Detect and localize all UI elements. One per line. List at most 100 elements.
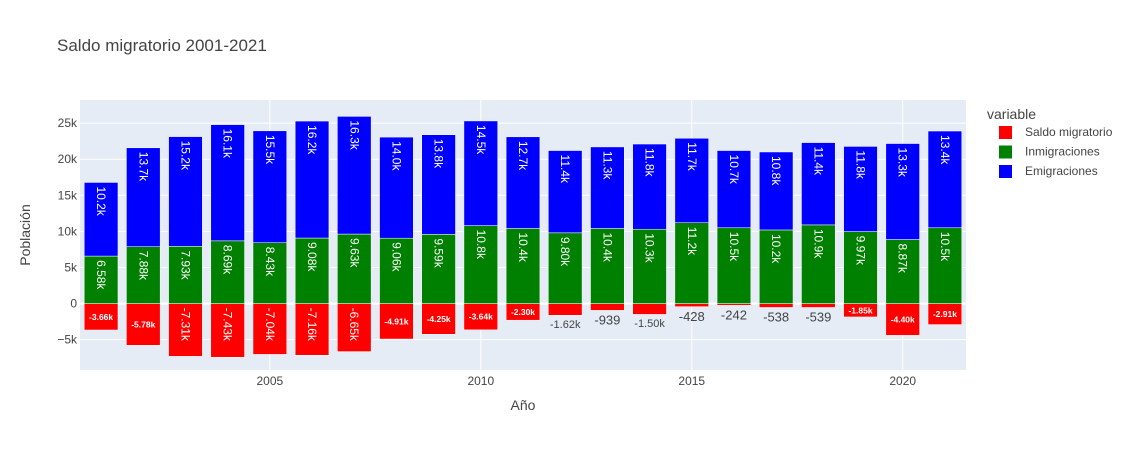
bar-emigraciones-2003[interactable]	[168, 136, 203, 247]
bar-label: 10.2k	[769, 234, 783, 264]
x-tick-label: 2020	[889, 374, 916, 388]
bar-emigraciones-2020[interactable]	[885, 143, 920, 240]
bar-label: 10.5k	[938, 232, 952, 262]
bar-saldo-migratorio-2014[interactable]	[632, 303, 667, 315]
bar-inmigraciones-2018[interactable]	[801, 224, 836, 304]
y-axis-title: Población	[17, 204, 33, 266]
legend[interactable]: Saldo migratorio Inmigraciones Emigracione…	[999, 125, 1113, 178]
bar-emigraciones-2002[interactable]	[126, 147, 161, 247]
bar-inmigraciones-2005[interactable]	[252, 242, 287, 304]
bar-emigraciones-2012[interactable]	[548, 150, 583, 234]
bar-saldo-migratorio-2004[interactable]	[210, 303, 245, 358]
bar-inmigraciones-2015[interactable]	[674, 222, 709, 304]
bar-emigraciones-2007[interactable]	[337, 116, 372, 235]
bar-label: -428	[679, 309, 705, 324]
bar-saldo-migratorio-2015[interactable]	[674, 303, 709, 307]
bar-saldo-migratorio-2003[interactable]	[168, 303, 203, 357]
bar-inmigraciones-2006[interactable]	[294, 237, 330, 304]
bar-inmigraciones-2016[interactable]	[716, 227, 752, 304]
bar-label: -4.91k	[384, 316, 408, 326]
bar-label: 9.97k	[854, 236, 868, 266]
bar-label: 10.2k	[94, 186, 108, 216]
bar-inmigraciones-2007[interactable]	[337, 233, 372, 304]
bar-inmigraciones-2019[interactable]	[843, 231, 878, 304]
bar-saldo-migratorio-2009[interactable]	[421, 303, 456, 335]
bar-emigraciones-2015[interactable]	[674, 138, 709, 223]
bar-label: -6.65k	[347, 308, 361, 342]
y-tick-label: 10k	[58, 224, 78, 238]
bar-emigraciones-2013[interactable]	[590, 146, 625, 229]
bar-emigraciones-2019[interactable]	[843, 146, 878, 232]
bar-label: -1.50k	[634, 318, 665, 330]
bar-label: 13.3k	[896, 148, 910, 178]
bar-saldo-migratorio-2010[interactable]	[463, 303, 498, 331]
bar-inmigraciones-2001[interactable]	[83, 255, 119, 304]
bar-saldo-migratorio-2013[interactable]	[590, 303, 625, 311]
bar-inmigraciones-2008[interactable]	[379, 237, 414, 304]
bar-saldo-migratorio-2018[interactable]	[801, 303, 836, 308]
bar-emigraciones-2001[interactable]	[83, 182, 119, 257]
bar-label: -5.78k	[131, 319, 155, 329]
bar-emigraciones-2010[interactable]	[463, 120, 498, 226]
bar-saldo-migratorio-2012[interactable]	[548, 303, 583, 316]
bar-label: 11.8k	[854, 150, 868, 179]
bar-saldo-migratorio-2001[interactable]	[83, 303, 119, 331]
bar-saldo-migratorio-2005[interactable]	[252, 303, 287, 355]
bar-label: 13.7k	[136, 152, 150, 182]
bar-label: 8.43k	[263, 247, 277, 277]
bar-label: 11.3k	[600, 151, 614, 180]
y-tick-label: 15k	[58, 188, 78, 202]
bar-emigraciones-2005[interactable]	[252, 130, 287, 243]
bar-emigraciones-2006[interactable]	[294, 120, 330, 239]
bar-label: 11.2k	[685, 227, 699, 256]
bar-inmigraciones-2009[interactable]	[421, 234, 456, 304]
bar-emigraciones-2021[interactable]	[927, 130, 963, 229]
bar-saldo-migratorio-2017[interactable]	[759, 303, 794, 308]
y-tick-label: −5k	[57, 333, 78, 347]
bar-label: 16.3k	[347, 120, 361, 150]
bar-label: 14.0k	[389, 141, 403, 171]
bar-emigraciones-2017[interactable]	[759, 151, 794, 231]
bar-saldo-migratorio-2002[interactable]	[126, 303, 161, 346]
legend-swatch-saldo-migratorio[interactable]	[999, 126, 1012, 139]
legend-item-saldo-migratorio[interactable]: Saldo migratorio	[1025, 125, 1113, 139]
bar-saldo-migratorio-2020[interactable]	[885, 303, 920, 336]
bar-inmigraciones-2021[interactable]	[927, 227, 963, 304]
bar-label: 16.1k	[221, 129, 235, 159]
bar-inmigraciones-2013[interactable]	[590, 228, 625, 304]
bar-emigraciones-2014[interactable]	[632, 143, 667, 230]
bar-label: -538	[763, 310, 789, 325]
legend-item-inmigraciones[interactable]: Inmigraciones	[1025, 145, 1100, 159]
bar-inmigraciones-2010[interactable]	[463, 225, 498, 304]
bar-label: 15.2k	[178, 141, 192, 171]
bar-inmigraciones-2003[interactable]	[168, 246, 203, 304]
bar-inmigraciones-2011[interactable]	[505, 228, 541, 304]
bar-inmigraciones-2012[interactable]	[548, 232, 583, 304]
x-tick-label: 2015	[678, 374, 705, 388]
bar-label: -3.66k	[89, 312, 113, 322]
bar-inmigraciones-2004[interactable]	[210, 240, 245, 304]
legend-swatch-inmigraciones[interactable]	[999, 145, 1012, 159]
bar-inmigraciones-2017[interactable]	[759, 229, 794, 304]
bar-label: -3.64k	[469, 312, 493, 322]
bar-label: -7.31k	[178, 308, 192, 342]
bar-inmigraciones-2002[interactable]	[126, 246, 161, 304]
bar-emigraciones-2008[interactable]	[379, 136, 414, 239]
bar-label: -2.30k	[511, 307, 535, 317]
bar-saldo-migratorio-2007[interactable]	[337, 303, 372, 352]
bar-saldo-migratorio-2016[interactable]	[716, 303, 752, 306]
bar-emigraciones-2018[interactable]	[801, 142, 836, 226]
bar-emigraciones-2011[interactable]	[505, 136, 541, 229]
bar-label: -7.43k	[221, 308, 235, 342]
bar-emigraciones-2016[interactable]	[716, 150, 752, 229]
bar-saldo-migratorio-2006[interactable]	[294, 303, 330, 356]
bar-emigraciones-2009[interactable]	[421, 134, 456, 235]
bar-inmigraciones-2014[interactable]	[632, 228, 667, 304]
bar-emigraciones-2004[interactable]	[210, 124, 245, 242]
legend-swatch-emigraciones[interactable]	[999, 165, 1012, 178]
bar-label: -1.62k	[550, 319, 581, 331]
bar-label: 11.7k	[685, 142, 699, 171]
legend-item-emigraciones[interactable]: Emigraciones	[1025, 164, 1098, 178]
bar-label: 11.8k	[643, 148, 657, 177]
